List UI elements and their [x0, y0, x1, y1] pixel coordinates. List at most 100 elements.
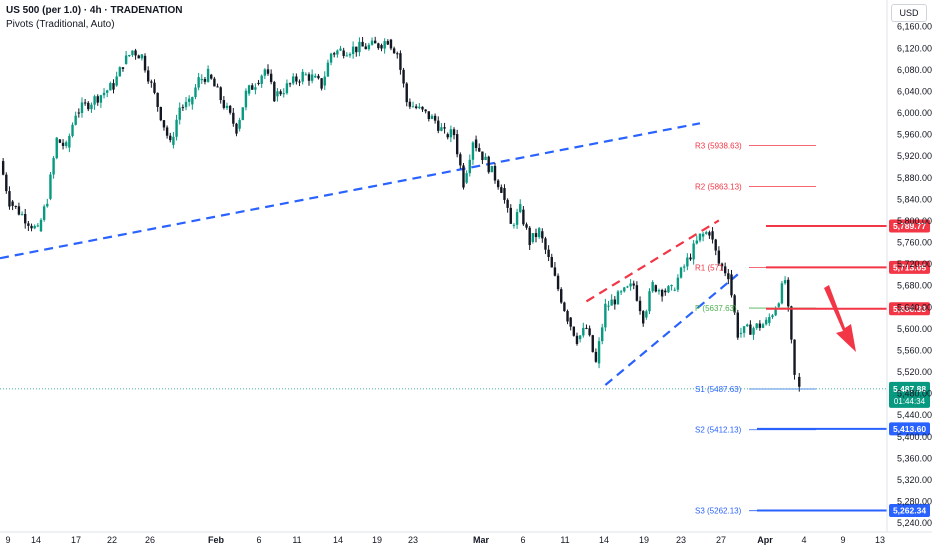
- y-tick-label: 5,800.00: [897, 216, 932, 226]
- candle-body: [134, 50, 137, 56]
- indicator-label[interactable]: Pivots (Traditional, Auto): [6, 19, 115, 30]
- candle-body: [52, 158, 55, 175]
- candle-body: [181, 107, 185, 109]
- candle-body: [194, 87, 197, 98]
- candle-body: [506, 199, 509, 208]
- candle-body: [36, 225, 40, 227]
- candle-body: [474, 139, 478, 148]
- candle-body: [257, 82, 260, 84]
- candle-body: [298, 81, 301, 83]
- x-tick-label: 6: [256, 535, 261, 545]
- candle-body: [121, 67, 125, 69]
- candle-body: [361, 41, 364, 47]
- x-tick-label: 17: [71, 535, 81, 545]
- candle-body: [370, 40, 374, 45]
- candle-body: [377, 43, 380, 49]
- candle-body: [200, 79, 203, 81]
- resistance-price-tag: [889, 260, 930, 274]
- candle-body: [553, 267, 557, 276]
- candle-body: [241, 107, 244, 120]
- candle-body: [184, 101, 188, 108]
- y-tick-label: 5,320.00: [897, 475, 932, 485]
- candle-body: [433, 115, 437, 121]
- candle-body: [481, 151, 484, 161]
- candle-body: [490, 165, 494, 173]
- candle-body: [386, 41, 390, 45]
- candle-body: [512, 224, 516, 226]
- candle-body: [752, 328, 755, 335]
- y-tick-label: 5,720.00: [897, 259, 932, 269]
- candle-body: [153, 82, 156, 93]
- candle-body: [8, 191, 11, 207]
- candle-body: [604, 303, 607, 328]
- candle-body: [5, 174, 8, 192]
- candle-body: [396, 53, 399, 55]
- x-tick-label: 14: [31, 535, 41, 545]
- symbol-title[interactable]: US 500 (per 1.0) · 4h · TRADENATION: [6, 5, 183, 16]
- y-tick-label: 5,840.00: [897, 194, 932, 204]
- candle-body: [651, 282, 654, 292]
- candle-body: [58, 139, 62, 143]
- x-tick-label: 23: [408, 535, 418, 545]
- candle-body: [175, 119, 178, 137]
- pivot-label-p: P (5637.63): [695, 304, 737, 313]
- candle-body: [131, 50, 134, 56]
- x-tick-label: 27: [716, 535, 726, 545]
- pivot-label-s2: S2 (5412.13): [695, 426, 742, 435]
- candle-body: [638, 300, 642, 312]
- pivot-label-s3: S3 (5262.13): [695, 507, 742, 516]
- y-tick-label: 5,880.00: [897, 173, 932, 183]
- candle-body: [705, 232, 708, 234]
- candle-body: [216, 86, 219, 88]
- candle-body: [746, 324, 749, 327]
- candle-body: [169, 135, 172, 141]
- candle-body: [790, 306, 793, 340]
- candle-body: [768, 317, 771, 323]
- x-tick-label: 14: [599, 535, 609, 545]
- x-tick-label: 4: [801, 535, 806, 545]
- candle-body: [701, 233, 705, 237]
- support-price-label: 5,413.60: [893, 424, 926, 434]
- y-tick-label: 5,920.00: [897, 151, 932, 161]
- y-tick-label: 5,680.00: [897, 281, 932, 291]
- candle-body: [269, 73, 273, 83]
- candle-body: [367, 44, 371, 50]
- candle-body: [102, 92, 106, 96]
- candle-body: [20, 214, 24, 216]
- countdown-label: 01:44:34: [894, 397, 926, 406]
- candle-body: [578, 335, 582, 340]
- candle-body: [74, 115, 77, 125]
- y-tick-label: 5,760.00: [897, 238, 932, 248]
- candle-body: [528, 227, 531, 245]
- candle-body: [692, 243, 695, 260]
- candle-body: [333, 53, 336, 55]
- candle-body: [714, 239, 717, 251]
- candle-body: [112, 83, 115, 90]
- candle-body: [128, 55, 131, 57]
- candle-body: [61, 142, 65, 146]
- candle-body: [556, 275, 560, 290]
- candle-body: [137, 55, 140, 59]
- candle-body: [143, 55, 147, 71]
- candle-body: [519, 204, 522, 212]
- candle-body: [351, 46, 355, 55]
- candle-body: [11, 201, 14, 206]
- candle-body: [27, 223, 30, 226]
- x-tick-label: 19: [639, 535, 649, 545]
- candle-body: [96, 96, 99, 103]
- candle-body: [323, 76, 326, 86]
- currency-button[interactable]: USD: [891, 4, 927, 22]
- candle-body: [733, 295, 736, 313]
- candle-body: [720, 263, 724, 267]
- candle-body: [83, 102, 87, 104]
- candle-body: [660, 289, 664, 297]
- candle-body: [645, 311, 648, 318]
- candle-body: [632, 283, 635, 286]
- candle-body: [503, 188, 506, 200]
- candle-body: [106, 90, 109, 93]
- x-tick-label: 11: [560, 535, 569, 545]
- candle-body: [761, 324, 765, 328]
- candle-body: [317, 75, 320, 79]
- time-axis: 9 14 17 22 26 Feb 6 11 14 19 23 Mar 6 11 14 19 23 27 Apr 4 9…: [0, 531, 932, 545]
